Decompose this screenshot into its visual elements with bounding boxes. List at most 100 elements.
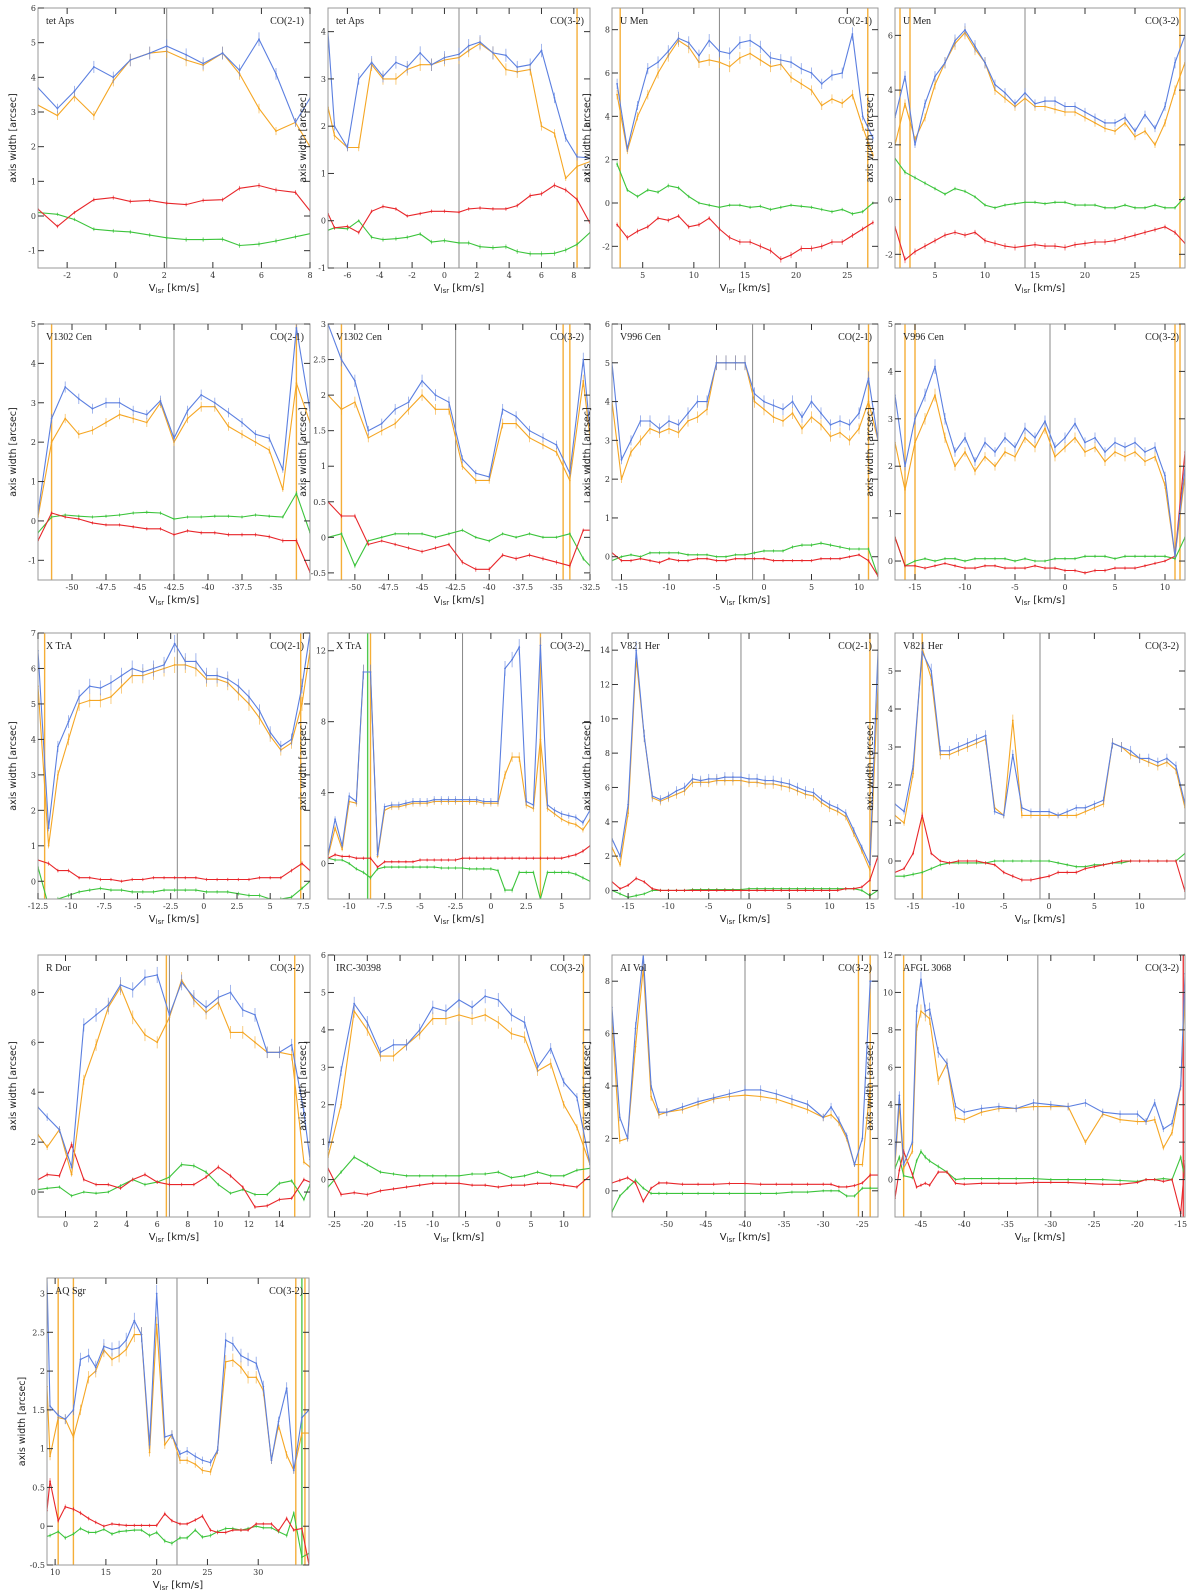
x-tick-label: -40	[202, 583, 215, 592]
blue-data-point	[712, 1096, 715, 1099]
red-data-point	[964, 567, 966, 570]
x-axis-label: Vlsr [km/s]	[149, 1232, 200, 1244]
blue-data-point	[353, 379, 356, 382]
y-tick-label: 0	[888, 196, 893, 205]
blue-data-point	[340, 358, 343, 361]
orange-data-point	[341, 848, 344, 851]
blue-data-point	[1054, 100, 1056, 102]
plot-area	[328, 8, 590, 268]
y-tick-label: 4	[321, 789, 326, 798]
blue-data-point	[948, 749, 951, 752]
red-series-line	[895, 451, 1185, 574]
orange-data-point	[867, 400, 870, 403]
blue-data-point	[216, 1449, 219, 1452]
blue-data-point	[248, 695, 250, 698]
orange-data-point	[1030, 814, 1032, 817]
red-data-point	[810, 247, 813, 250]
blue-data-point	[820, 798, 823, 801]
red-data-point	[801, 559, 803, 562]
blue-data-point	[957, 746, 960, 748]
orange-data-point	[67, 738, 70, 741]
red-data-point	[110, 878, 112, 881]
red-data-point	[539, 857, 542, 860]
red-data-point	[406, 215, 409, 217]
red-data-point	[963, 1183, 966, 1186]
red-data-point	[914, 250, 916, 253]
red-data-point	[626, 236, 629, 239]
red-data-point	[576, 198, 578, 201]
red-data-point	[642, 1200, 645, 1203]
y-axis-label: axis width [arcsec]	[865, 93, 876, 182]
plot-area	[47, 1278, 309, 1565]
plot-area	[895, 955, 1185, 1217]
plot-frame	[894, 323, 1186, 581]
orange-data-point	[841, 102, 844, 105]
red-data-point	[78, 876, 81, 879]
x-tick-label: -2	[408, 271, 416, 280]
red-data-point	[540, 192, 543, 195]
green-data-point	[564, 249, 567, 251]
blue-data-point	[753, 392, 756, 395]
y-tick-label: 2	[31, 1138, 36, 1147]
blue-data-point	[852, 829, 855, 832]
green-data-point	[725, 555, 727, 558]
blue-data-point	[285, 1387, 288, 1390]
red-data-point	[504, 857, 506, 860]
y-tick-label: 1	[321, 462, 326, 471]
blue-data-point	[616, 82, 619, 85]
orange-data-point	[1124, 455, 1126, 458]
blue-data-point	[1049, 1103, 1052, 1106]
orange-data-point	[902, 1167, 905, 1170]
red-data-point	[94, 1521, 97, 1524]
blue-data-point	[376, 853, 379, 856]
red-data-point	[698, 223, 700, 226]
orange-data-point	[810, 416, 813, 418]
blue-data-point	[1094, 116, 1096, 119]
orange-data-point	[1084, 116, 1086, 119]
green-data-point	[1162, 1177, 1165, 1180]
orange-data-point	[340, 408, 343, 411]
red-data-point	[812, 889, 815, 892]
green-data-point	[934, 187, 936, 190]
red-data-point	[217, 1166, 220, 1168]
blue-data-point	[334, 818, 336, 821]
y-tick-label: 2	[321, 122, 326, 131]
blue-data-point	[200, 393, 203, 396]
green-data-point	[904, 171, 906, 174]
red-data-point	[769, 249, 772, 252]
orange-data-point	[728, 65, 731, 68]
green-data-point	[64, 1536, 67, 1539]
red-data-point	[844, 887, 847, 890]
blue-data-point	[346, 146, 349, 149]
y-tick-label: 3	[321, 320, 326, 329]
red-data-point	[492, 208, 494, 210]
green-data-point	[397, 866, 400, 868]
x-axis-label: Vlsr [km/s]	[720, 914, 771, 926]
x-tick-label: 2.5	[520, 902, 533, 911]
blue-data-point	[231, 1343, 234, 1345]
blue-data-point	[92, 66, 95, 68]
red-data-point	[1020, 879, 1023, 881]
green-data-point	[226, 891, 229, 893]
blue-data-point	[839, 420, 841, 422]
y-tick-label: 1	[321, 169, 326, 178]
red-data-point	[1147, 860, 1150, 862]
red-data-point	[649, 559, 651, 562]
orange-data-point	[851, 93, 854, 96]
blue-data-point	[418, 1028, 421, 1031]
green-data-point	[56, 213, 59, 216]
orange-data-point	[1074, 111, 1076, 113]
green-data-point	[394, 532, 397, 535]
blue-data-point	[95, 1013, 97, 1016]
orange-data-point	[924, 417, 926, 420]
red-data-point	[46, 1173, 49, 1176]
orange-series-line	[612, 362, 878, 480]
blue-data-point	[830, 1106, 832, 1108]
red-data-point	[848, 555, 851, 558]
orange-data-point	[394, 422, 397, 425]
green-data-point	[482, 867, 485, 870]
red-data-point	[443, 210, 446, 213]
green-data-point	[651, 889, 654, 892]
blue-data-point	[47, 827, 50, 829]
green-data-point	[1164, 206, 1166, 209]
